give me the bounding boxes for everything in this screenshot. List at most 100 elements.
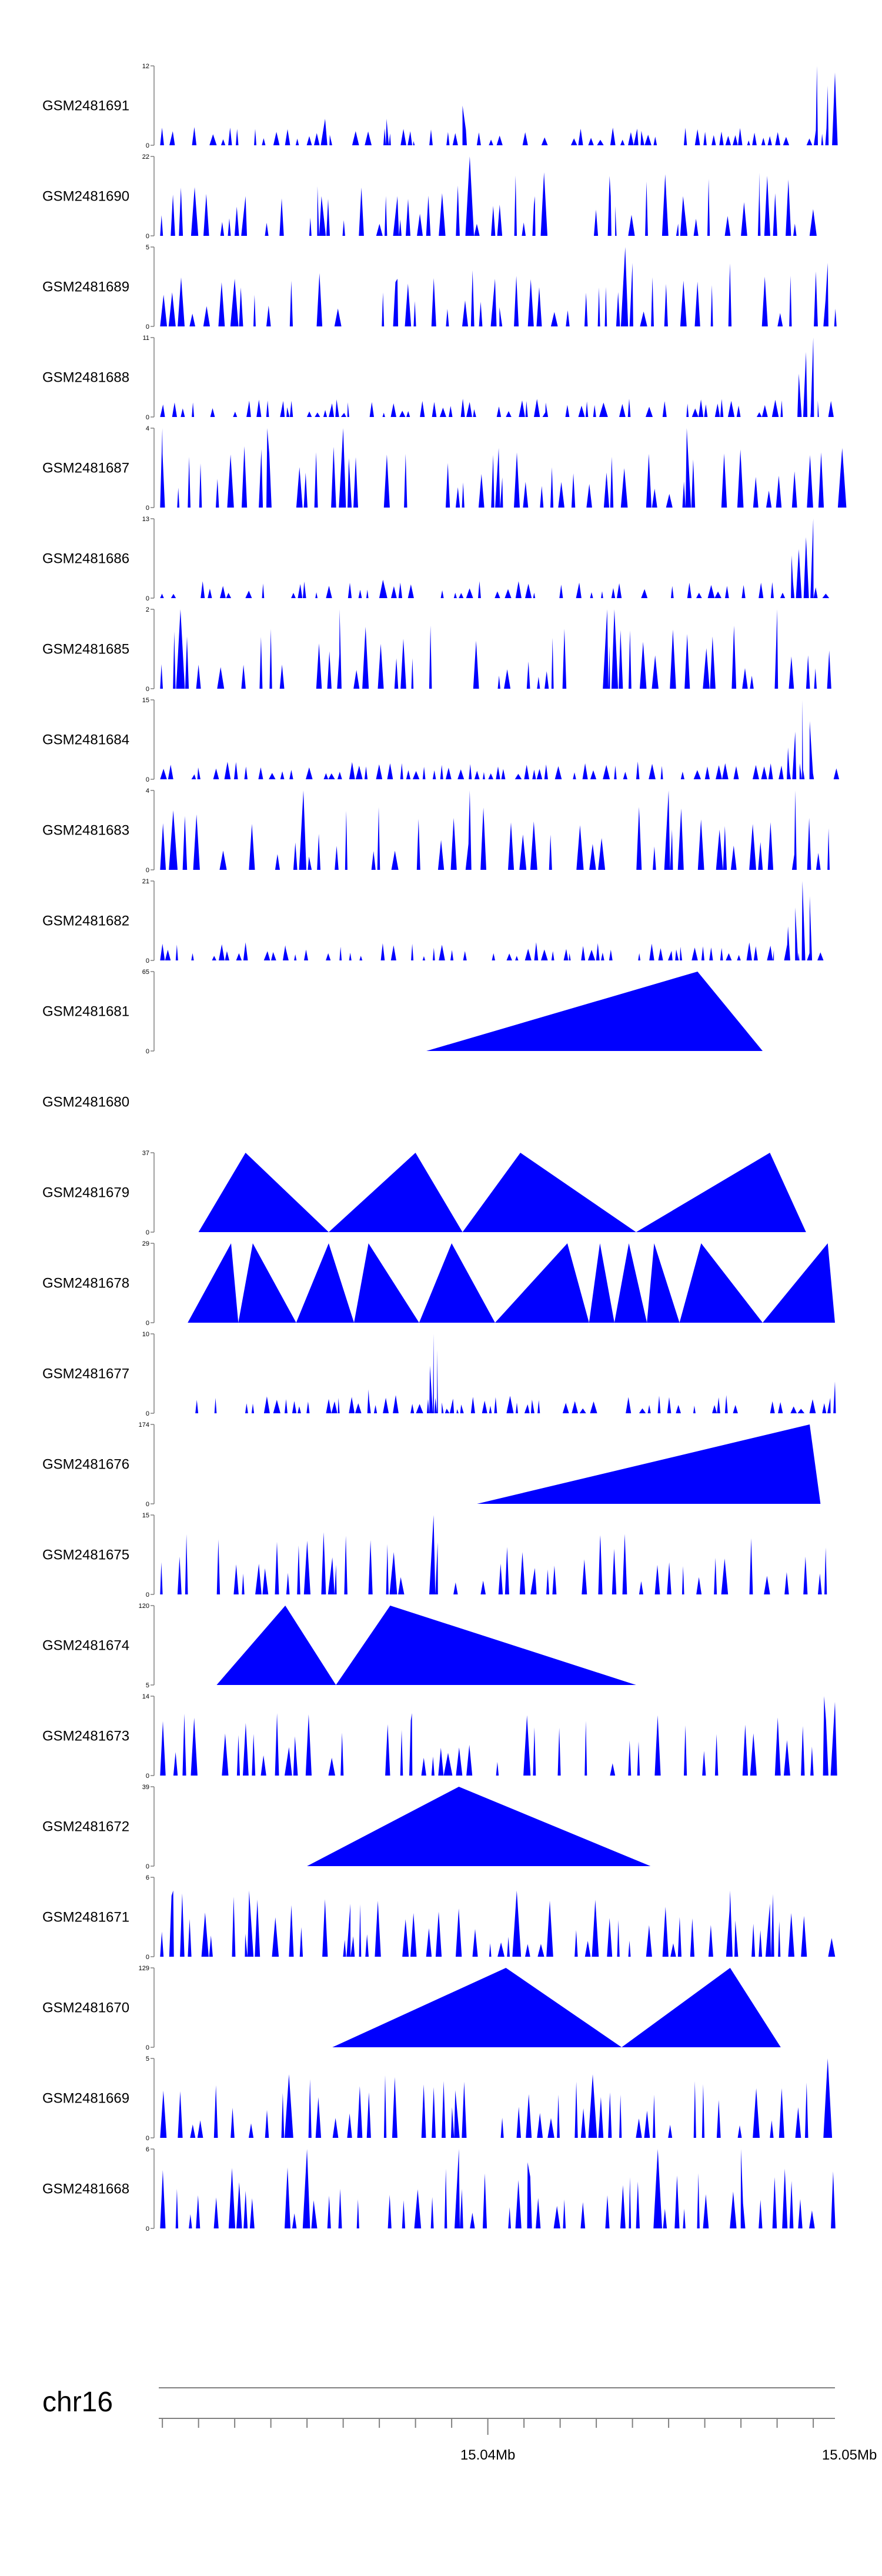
y-tick-label-max: 13 <box>142 516 149 523</box>
coverage-area <box>160 2149 841 2228</box>
track-label: GSM2481671 <box>42 1910 129 1926</box>
y-tick-label-max: 120 <box>139 1603 149 1610</box>
coverage-area <box>216 1606 636 1685</box>
track-label: GSM2481686 <box>42 551 129 567</box>
track-label: GSM2481685 <box>42 642 129 658</box>
y-tick-label-min: 0 <box>146 1229 149 1236</box>
y-tick-label-min: 0 <box>146 2044 149 2051</box>
track-GSM2481668: GSM2481668 6 0 <box>42 2146 841 2233</box>
y-tick-label-min: 0 <box>146 142 149 149</box>
track-GSM2481674: GSM2481674 120 5 <box>42 1603 636 1689</box>
y-tick-label-min: 0 <box>146 686 149 693</box>
coverage-area <box>160 338 837 417</box>
y-tick-label-max: 4 <box>146 788 149 795</box>
y-tick-label-min: 0 <box>146 1591 149 1599</box>
x-tick-label: 15.05Mb <box>822 2447 877 2463</box>
track-GSM2481683: GSM2481683 4 0 <box>42 788 835 874</box>
track-GSM2481688: GSM2481688 11 0 <box>42 335 837 421</box>
coverage-area <box>160 519 847 598</box>
track-label: GSM2481676 <box>42 1457 129 1473</box>
track-GSM2481691: GSM2481691 12 0 <box>42 63 840 149</box>
track-GSM2481686: GSM2481686 13 0 <box>42 516 847 602</box>
coverage-area <box>160 247 841 326</box>
y-tick-label-max: 15 <box>142 1512 149 1519</box>
coverage-area <box>160 156 836 236</box>
y-tick-label-max: 12 <box>142 63 149 70</box>
y-tick-label-min: 0 <box>146 1320 149 1327</box>
y-tick-label-max: 14 <box>142 1693 149 1700</box>
y-tick-label-max: 39 <box>142 1784 149 1791</box>
y-tick-label-min: 0 <box>146 414 149 421</box>
track-GSM2481671: GSM2481671 6 0 <box>42 1874 838 1961</box>
track-GSM2481680: GSM2481680 <box>42 1095 129 1110</box>
y-tick-label-max: 11 <box>143 335 149 342</box>
track-GSM2481675: GSM2481675 15 0 <box>42 1512 843 1599</box>
track-label: GSM2481678 <box>42 1276 129 1292</box>
coverage-area <box>160 1515 843 1594</box>
track-GSM2481684: GSM2481684 15 0 <box>42 697 847 783</box>
track-GSM2481670: GSM2481670 129 0 <box>42 1965 781 2051</box>
x-tick-label: 15.04Mb <box>460 2447 515 2463</box>
y-tick-label-min: 0 <box>146 1773 149 1780</box>
track-GSM2481672: GSM2481672 39 0 <box>42 1784 651 1870</box>
y-tick-label-min: 0 <box>146 957 149 965</box>
coverage-area <box>426 972 763 1051</box>
y-tick-label-min: 0 <box>146 1863 149 1870</box>
track-label: GSM2481687 <box>42 461 129 476</box>
tracks-layer: GSM2481691120GSM2481690220GSM248168950GS… <box>42 63 847 2233</box>
y-tick-label-max: 5 <box>146 2056 149 2063</box>
y-tick-label-min: 0 <box>146 2135 149 2142</box>
track-label: GSM2481672 <box>42 1819 129 1835</box>
track-label: GSM2481677 <box>42 1366 129 1382</box>
track-label: GSM2481673 <box>42 1729 129 1744</box>
track-label: GSM2481688 <box>42 370 129 386</box>
track-GSM2481676: GSM2481676 174 0 <box>42 1422 821 1508</box>
y-tick-label-min: 0 <box>146 867 149 874</box>
track-label: GSM2481684 <box>42 732 129 748</box>
coverage-area <box>160 1334 840 1413</box>
track-GSM2481669: GSM2481669 5 0 <box>42 2056 834 2142</box>
y-tick-label-min: 5 <box>146 1682 149 1689</box>
track-GSM2481689: GSM2481689 5 0 <box>42 244 841 331</box>
y-tick-label-max: 22 <box>142 154 149 161</box>
track-GSM2481678: GSM2481678 29 0 <box>42 1240 836 1327</box>
track-GSM2481685: GSM2481685 2 0 <box>42 606 836 693</box>
y-tick-label-min: 0 <box>146 595 149 602</box>
coverage-area <box>158 428 847 508</box>
y-tick-label-min: 0 <box>146 1410 149 1417</box>
coverage-area <box>160 66 840 145</box>
y-tick-label-max: 65 <box>142 969 149 976</box>
track-GSM2481690: GSM2481690 22 0 <box>42 154 836 240</box>
y-tick-label-max: 174 <box>139 1422 149 1429</box>
coverage-area <box>160 700 847 779</box>
coverage-area <box>160 881 839 960</box>
y-tick-label-max: 15 <box>142 697 149 704</box>
y-tick-label-max: 10 <box>142 1331 149 1338</box>
y-tick-label-max: 29 <box>142 1240 149 1247</box>
y-tick-label-max: 5 <box>146 244 149 251</box>
y-tick-label-max: 6 <box>146 1874 149 1881</box>
track-GSM2481687: GSM2481687 4 0 <box>42 425 847 512</box>
track-label: GSM2481691 <box>42 98 129 114</box>
coverage-area <box>198 1153 806 1232</box>
y-tick-label-max: 37 <box>142 1150 149 1157</box>
track-GSM2481679: GSM2481679 37 0 <box>42 1150 806 1236</box>
y-tick-label-min: 0 <box>146 2225 149 2233</box>
coverage-area <box>160 790 835 870</box>
y-tick-label-max: 21 <box>142 878 149 885</box>
y-tick-label-min: 0 <box>146 323 149 331</box>
y-tick-label-min: 0 <box>146 1048 149 1055</box>
coverage-area <box>188 1243 836 1323</box>
coverage-area <box>160 1890 838 1957</box>
y-tick-label-max: 4 <box>146 425 149 432</box>
track-GSM2481673: GSM2481673 14 0 <box>42 1693 840 1780</box>
coverage-area <box>332 1968 781 2047</box>
track-label: GSM2481682 <box>42 913 129 929</box>
track-label: GSM2481668 <box>42 2181 129 2197</box>
y-tick-label-min: 0 <box>146 776 149 783</box>
track-GSM2481677: GSM2481677 10 0 <box>42 1331 840 1417</box>
coverage-area <box>160 609 836 689</box>
coverage-area <box>307 1787 651 1866</box>
coverage-area <box>160 1696 840 1776</box>
